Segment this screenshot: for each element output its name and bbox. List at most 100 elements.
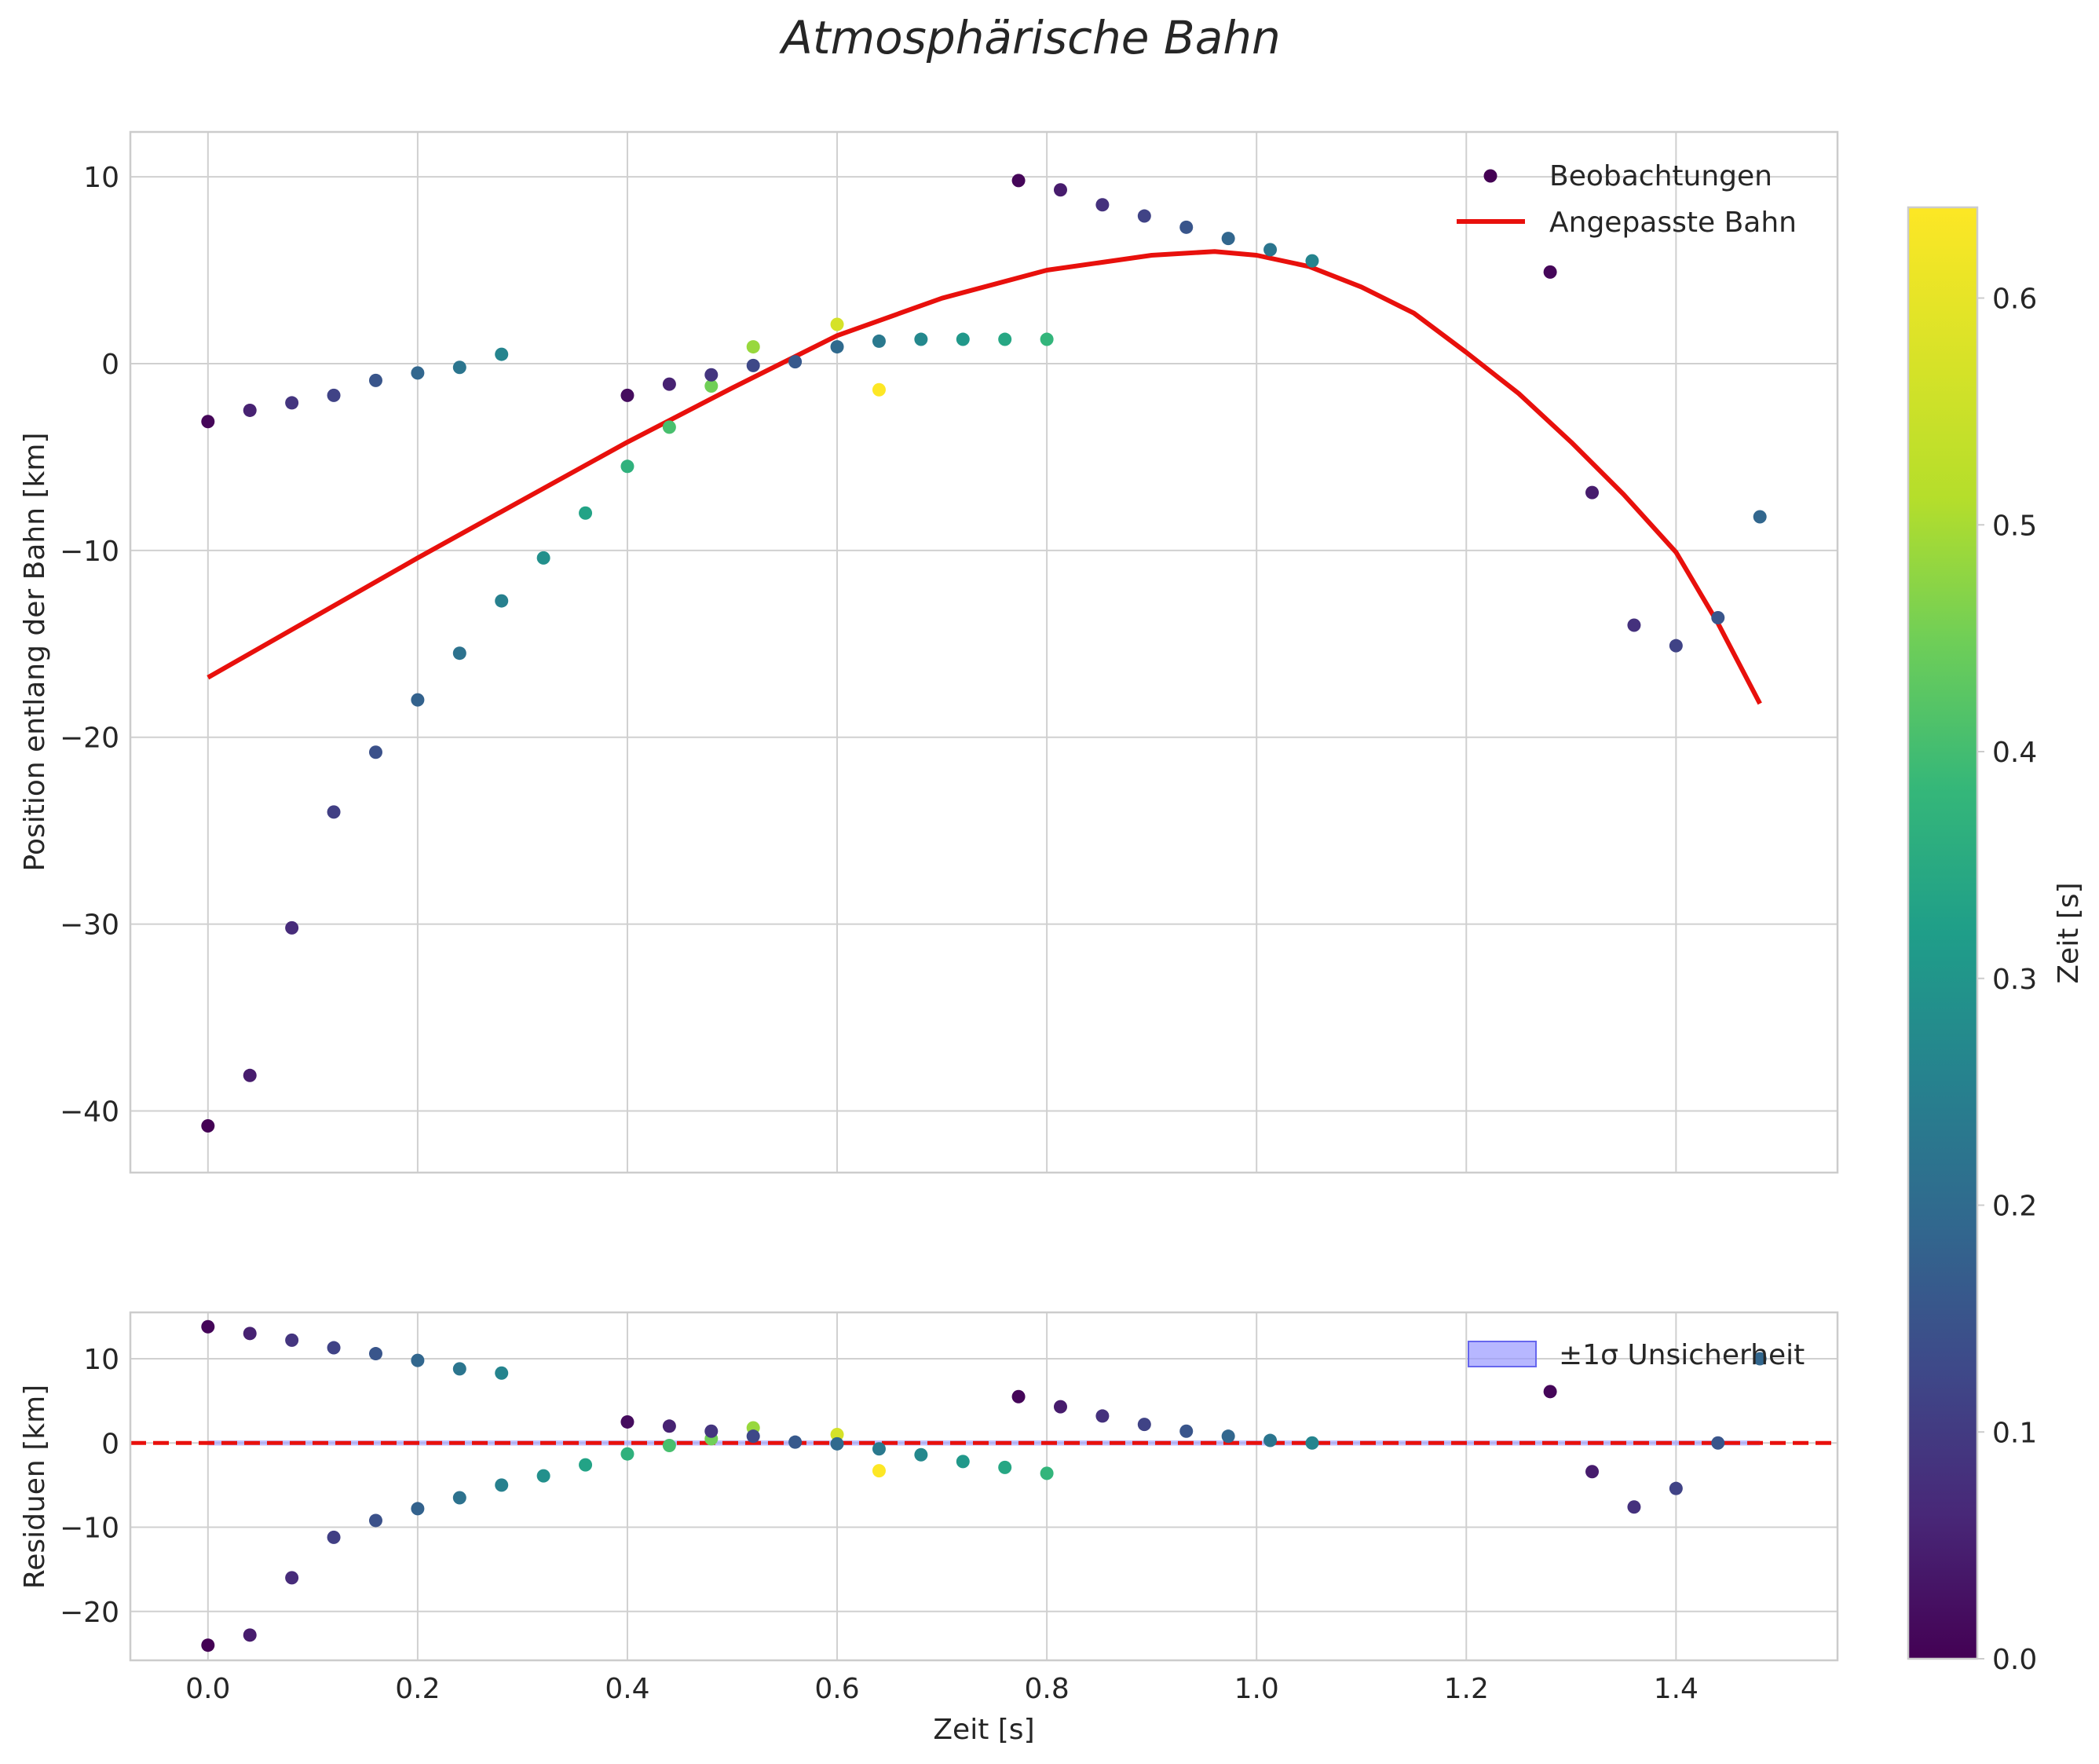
observation-point xyxy=(1585,485,1600,500)
legend-uncertainty-swatch xyxy=(1468,1341,1537,1367)
residual-point xyxy=(327,1341,341,1355)
observation-point xyxy=(1221,232,1235,246)
residual-point xyxy=(872,1464,886,1478)
residual-point xyxy=(495,1366,509,1380)
residual-point xyxy=(1137,1418,1151,1432)
residual-point xyxy=(998,1460,1012,1474)
residual-point xyxy=(662,1438,676,1452)
y-tick-label: −20 xyxy=(60,723,119,755)
observation-point xyxy=(1543,265,1557,279)
colorbar-ticks: 0.0 0.1 0.2 0.3 0.4 0.5 0.6 xyxy=(1977,284,2037,1676)
residual-point xyxy=(327,1530,341,1544)
residual-point xyxy=(452,1491,466,1505)
top-y-axis-label: Position entlang der Bahn [km] xyxy=(19,433,51,872)
residual-point xyxy=(201,1638,215,1652)
top-panel-frame xyxy=(129,130,1839,1174)
colorbar xyxy=(1907,206,1979,1660)
x-tick-label: 1.4 xyxy=(1654,1673,1699,1705)
residual-point xyxy=(285,1333,299,1347)
observation-point xyxy=(620,388,634,402)
x-tick-label: 1.2 xyxy=(1444,1673,1489,1705)
residual-point xyxy=(1669,1481,1683,1495)
observation-point xyxy=(704,368,719,382)
y-tick-label: −30 xyxy=(60,909,119,942)
observation-point xyxy=(788,355,803,369)
observation-point xyxy=(872,382,886,397)
observation-point xyxy=(956,332,970,346)
y-tick-label: 10 xyxy=(83,1344,119,1376)
residual-point xyxy=(1753,1352,1767,1366)
observation-point xyxy=(746,358,760,372)
observation-point xyxy=(914,332,928,346)
colorbar-label: Zeit [s] xyxy=(2053,882,2085,983)
residual-point xyxy=(620,1414,634,1429)
observation-point xyxy=(704,379,719,393)
fitted-trajectory xyxy=(207,249,1762,705)
observation-point xyxy=(620,459,634,474)
residual-point xyxy=(411,1502,425,1516)
observation-point xyxy=(1011,174,1026,188)
y-tick-label: −10 xyxy=(60,1513,119,1545)
observation-point xyxy=(662,377,676,391)
observation-point xyxy=(830,340,844,354)
observation-point xyxy=(1137,209,1151,223)
observation-point xyxy=(1305,254,1319,268)
observation-point xyxy=(1627,618,1641,632)
observation-point xyxy=(1095,198,1110,212)
observation-point xyxy=(411,366,425,380)
residual-point xyxy=(1095,1409,1110,1423)
observation-point xyxy=(1053,183,1067,197)
observation-point xyxy=(495,594,509,608)
observation-point xyxy=(1263,243,1278,257)
residual-point xyxy=(495,1478,509,1492)
residual-point xyxy=(956,1455,970,1469)
observation-point xyxy=(452,360,466,375)
residual-point xyxy=(1627,1500,1641,1514)
residual-point xyxy=(201,1319,215,1334)
observation-point xyxy=(285,396,299,410)
observation-point xyxy=(411,693,425,707)
top-panel-grid xyxy=(130,132,1838,1173)
bottom-panel-frame xyxy=(129,1311,1839,1662)
residual-points xyxy=(201,1319,1767,1652)
residual-point xyxy=(830,1428,844,1442)
observation-point xyxy=(327,388,341,402)
y-tick-label: −10 xyxy=(60,536,119,568)
residual-point xyxy=(1011,1389,1026,1404)
observation-point xyxy=(662,420,676,434)
residual-point xyxy=(1711,1436,1725,1450)
residual-point xyxy=(620,1447,634,1461)
observation-point xyxy=(1711,610,1725,624)
residual-point xyxy=(1585,1465,1600,1479)
colorbar-tick-label: 0.6 xyxy=(1992,284,2037,316)
colorbar-tick-label: 0.0 xyxy=(1992,1644,2037,1676)
residual-point xyxy=(1040,1466,1054,1480)
residual-point xyxy=(662,1419,676,1433)
legend-top: Beobachtungen Angepasste Bahn xyxy=(1457,160,1797,239)
residual-point xyxy=(788,1435,803,1449)
residual-point xyxy=(704,1424,719,1438)
legend-uncertainty-label: ±1σ Unsicherheit xyxy=(1559,1339,1805,1371)
residual-point xyxy=(1305,1436,1319,1450)
x-tick-label: 0.2 xyxy=(395,1673,440,1705)
residual-point xyxy=(452,1362,466,1376)
colorbar-tick-label: 0.1 xyxy=(1992,1417,2037,1449)
residual-point xyxy=(285,1571,299,1585)
colorbar-tick-label: 0.3 xyxy=(1992,964,2037,996)
x-ticks: 0.0 0.2 0.4 0.6 0.8 1.0 1.2 1.4 xyxy=(185,1673,1699,1705)
colorbar-tick-label: 0.4 xyxy=(1992,737,2037,769)
legend-marker-observations xyxy=(1483,169,1497,183)
observation-point xyxy=(327,805,341,819)
legend-bottom: ±1σ Unsicherheit xyxy=(1468,1339,1805,1371)
observation-point xyxy=(201,1119,215,1133)
observation-point xyxy=(243,1068,257,1082)
residual-point xyxy=(1263,1433,1278,1447)
observation-point xyxy=(830,317,844,331)
observation-points xyxy=(201,174,1767,1133)
residual-point xyxy=(368,1347,382,1361)
y-tick-label: 10 xyxy=(83,162,119,194)
y-tick-label: −40 xyxy=(60,1096,119,1128)
observation-point xyxy=(872,334,886,348)
top-y-ticks: −40 −30 −20 −10 0 10 xyxy=(60,162,119,1128)
